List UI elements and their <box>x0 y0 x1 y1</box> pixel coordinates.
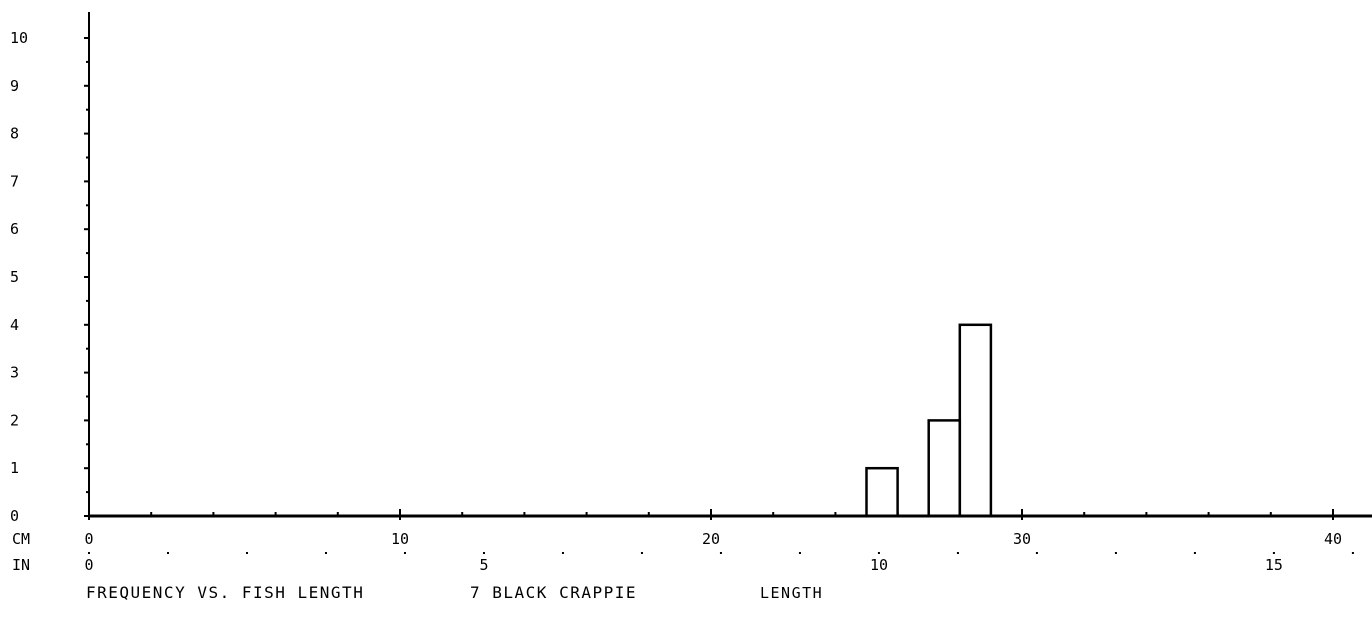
x-inch-tick-label: 10 <box>870 556 888 574</box>
y-tick-label: 1 <box>10 459 19 477</box>
y-tick-label: 7 <box>10 172 19 190</box>
x-inch-tick-dot <box>1035 552 1038 554</box>
x-inch-tick-dot <box>166 552 169 554</box>
x-inch-tick-label: 15 <box>1265 556 1283 574</box>
axis-ticks-group <box>84 37 1354 554</box>
x-axis-unit-in: IN <box>12 556 30 574</box>
x-inch-tick-dot <box>719 552 722 554</box>
y-tick-label: 9 <box>10 77 19 95</box>
x-cm-tick-label: 20 <box>702 530 720 548</box>
x-inch-tick-dot <box>245 552 248 554</box>
x-cm-tick-label: 40 <box>1324 530 1342 548</box>
chart-subtitle: 7 BLACK CRAPPIE <box>470 583 637 602</box>
x-inch-tick-label: 0 <box>85 556 94 574</box>
y-tick-label: 4 <box>10 316 19 334</box>
x-inch-tick-dot <box>798 552 801 554</box>
y-tick-label: 6 <box>10 220 19 238</box>
tick-labels-group: 0 1 2 3 4 5 6 7 8 9 10 0 10 20 30 40 0 5 10 15 <box>10 29 1342 574</box>
x-cm-tick-label: 30 <box>1013 530 1031 548</box>
x-cm-tick-label: 10 <box>391 530 409 548</box>
y-tick-label: 0 <box>10 507 19 525</box>
y-tick-label: 5 <box>10 268 19 286</box>
x-inch-tick-dot <box>640 552 643 554</box>
y-tick-label: 3 <box>10 364 19 382</box>
x-inch-tick-dot <box>88 552 90 554</box>
y-tick-label: 10 <box>10 29 28 47</box>
x-axis-label: LENGTH <box>760 584 823 602</box>
x-inch-tick-dot <box>482 552 485 554</box>
histogram-bar <box>927 419 962 518</box>
x-inch-tick-label: 5 <box>479 556 488 574</box>
y-tick-label: 8 <box>10 125 19 143</box>
x-inch-tick-dot <box>877 552 880 554</box>
x-inch-tick-dot <box>1193 552 1196 554</box>
x-inch-tick-dot <box>1114 552 1117 554</box>
x-inch-tick-dot <box>324 552 327 554</box>
histogram-bar <box>958 323 993 518</box>
bars-group <box>865 323 993 518</box>
x-inch-tick-dot <box>1272 552 1275 554</box>
x-inch-tick-dot <box>1351 552 1354 554</box>
chart-title: FREQUENCY VS. FISH LENGTH <box>86 583 365 602</box>
y-tick-label: 2 <box>10 411 19 429</box>
x-inch-tick-dot <box>956 552 959 554</box>
x-inch-tick-dot <box>403 552 406 554</box>
x-cm-tick-label: 0 <box>85 530 94 548</box>
histogram-bar <box>865 466 899 518</box>
x-axis-unit-cm: CM <box>12 530 30 548</box>
x-inch-tick-dot <box>561 552 564 554</box>
